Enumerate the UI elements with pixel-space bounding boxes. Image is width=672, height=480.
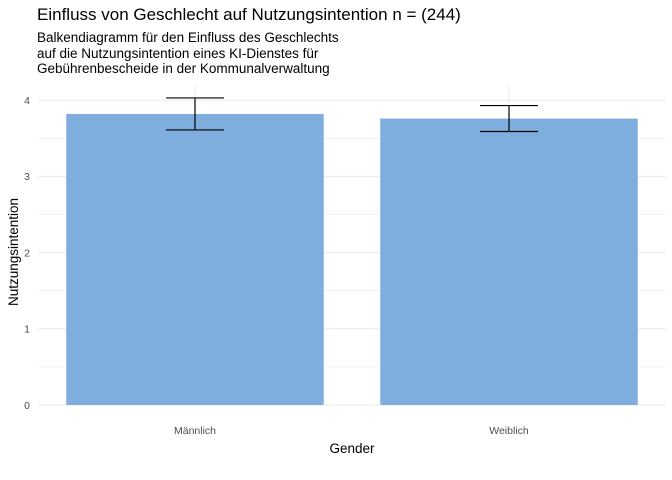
bar-weiblich: [380, 118, 638, 406]
x-tick-label: Männlich: [174, 425, 216, 437]
x-axis-title: Gender: [329, 441, 375, 456]
bars: [66, 113, 638, 406]
y-axis-ticks: 0 1 2 3 4: [24, 95, 30, 412]
chart-subtitle: Balkendiagramm für den Einfluss des Gesc…: [37, 30, 339, 77]
error-bars: [166, 97, 538, 133]
y-tick-label: 0: [24, 400, 30, 412]
x-tick-label: Weiblich: [489, 425, 529, 437]
chart-subtitle-line-1: Balkendiagramm für den Einfluss des Gesc…: [37, 30, 339, 45]
x-axis-ticks: Männlich Weiblich: [174, 425, 529, 437]
chart-subtitle-line-3: Gebührenbescheide in der Kommunalverwalt…: [37, 61, 330, 76]
y-tick-label: 2: [24, 247, 30, 259]
chart-subtitle-line-2: auf die Nutzungsintention eines KI-Diens…: [37, 45, 319, 61]
chart-title: Einfluss von Geschlecht auf Nutzungsinte…: [37, 5, 461, 24]
y-tick-label: 1: [24, 324, 30, 336]
y-tick-label: 4: [24, 95, 30, 107]
bar-männlich: [66, 113, 324, 405]
y-tick-label: 3: [24, 171, 30, 183]
y-axis-title: Nutzungsintention: [6, 198, 21, 306]
